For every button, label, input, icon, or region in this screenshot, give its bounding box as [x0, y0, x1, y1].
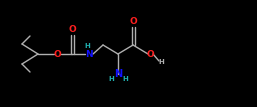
Text: H: H: [158, 59, 164, 65]
Text: O: O: [53, 50, 61, 59]
Text: N: N: [114, 69, 122, 79]
Text: H: H: [84, 43, 90, 49]
Text: O: O: [68, 25, 76, 33]
Text: O: O: [129, 16, 137, 25]
Text: O: O: [146, 50, 154, 59]
Text: H: H: [108, 76, 114, 82]
Text: H: H: [122, 76, 128, 82]
Text: N: N: [85, 50, 93, 59]
